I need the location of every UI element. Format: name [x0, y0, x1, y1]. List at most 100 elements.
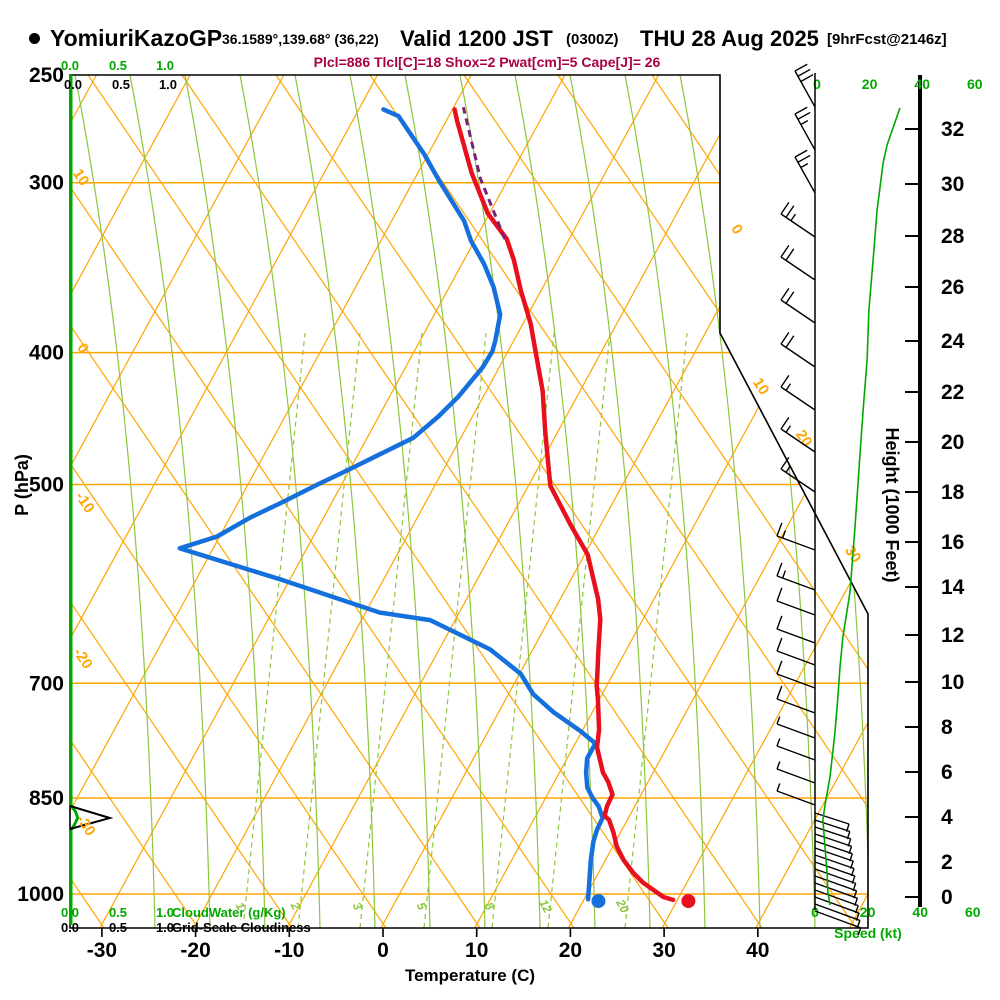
- pressure-axis-label: 850: [29, 787, 64, 810]
- pressure-axis-label: 500: [29, 474, 64, 497]
- mixing-ratio-line: [297, 332, 361, 928]
- wind-barb-shaft: [794, 156, 816, 194]
- wind-barb-half-feather: [857, 927, 862, 936]
- wind-barb-feather: [776, 615, 783, 630]
- wind-barb-feather: [776, 587, 783, 602]
- isotherm-line: [474, 75, 868, 928]
- mixing-ratio-line: [359, 332, 423, 928]
- wind-barb-shaft: [776, 768, 816, 784]
- cloudwater-scale-top: 0.5: [109, 58, 127, 73]
- speed-scale-label-bottom: 40: [912, 904, 928, 920]
- wind-barb: [776, 587, 816, 616]
- wind-barb-feather: [776, 522, 783, 537]
- wind-barb: [776, 685, 816, 714]
- wind-barb-half-feather: [785, 425, 792, 433]
- speed-scale-label-bottom: 0: [811, 904, 819, 920]
- moist-adiabat-line: [129, 75, 211, 928]
- cloudiness-scale-bottom: 0.5: [109, 920, 127, 935]
- wind-barb-shaft: [814, 903, 861, 922]
- wind-barb-half-feather: [776, 716, 781, 725]
- isotherm-line: [848, 75, 868, 928]
- wind-barb: [814, 910, 862, 936]
- wind-barb-shaft: [814, 847, 854, 862]
- wind-barb-feather: [797, 154, 811, 163]
- wind-barb-feather: [785, 248, 795, 261]
- moist-adiabat-line: [404, 75, 486, 928]
- wind-barb-shaft: [776, 723, 816, 739]
- wind-barb: [776, 562, 816, 591]
- wind-barb-feather: [780, 245, 790, 258]
- wind-barb-half-feather: [800, 162, 809, 169]
- wind-barb-shaft: [780, 256, 816, 281]
- height-axis-label: 32: [941, 118, 964, 141]
- valid-date: THU 28 Aug 2025: [640, 26, 819, 51]
- wind-barb-shaft: [814, 826, 851, 840]
- wind-barb: [780, 245, 816, 281]
- wind-barb: [776, 761, 816, 784]
- mixing-ratio-line: [547, 332, 611, 928]
- dry-adiabat-line: [70, 75, 481, 928]
- surface-dewpoint-dot: [591, 894, 606, 909]
- plot-frame: [69, 74, 869, 929]
- wind-barb-shaft: [814, 861, 856, 877]
- wind-barb-shaft: [776, 790, 816, 806]
- cloudiness-scale-bottom: 1.0: [156, 920, 174, 935]
- isotherm-line: [286, 75, 753, 928]
- height-axis-label: 14: [941, 576, 965, 599]
- wind-barb-half-feather: [785, 383, 792, 391]
- wind-barb-shaft: [814, 812, 850, 825]
- wind-barb-feather: [780, 332, 790, 345]
- mixing-ratio-label: 3: [350, 900, 366, 913]
- isotherm-line: [193, 75, 660, 928]
- height-axis-label: 6: [941, 761, 953, 784]
- wind-barb-shaft: [776, 628, 816, 644]
- wind-barb-feather: [800, 74, 814, 83]
- wind-barb-shaft: [780, 428, 816, 453]
- wind-barb-half-feather: [800, 119, 809, 126]
- wind-barb-feather: [794, 149, 808, 158]
- stability-indices: Plcl=886 Tlcl[C]=18 Shox=2 Pwat[cm]=5 Ca…: [313, 54, 661, 70]
- wind-barb-shaft: [814, 833, 852, 847]
- wind-barb-feather: [785, 291, 795, 304]
- station-coordinates: 36.1589°,139.68° (36,22): [222, 31, 379, 47]
- wind-barb: [776, 522, 816, 551]
- speed-scale-label-bottom: 60: [965, 904, 981, 920]
- speed-scale-label-bottom: 20: [860, 904, 876, 920]
- wind-panel: [776, 63, 901, 936]
- isotherm-edge-label-right: 10: [749, 375, 772, 398]
- moist-adiabat-line: [74, 75, 156, 928]
- wind-barb: [780, 457, 816, 493]
- pressure-axis-label: 700: [29, 672, 64, 695]
- moist-adiabat-line: [459, 75, 541, 928]
- dry-adiabat-line: [87, 75, 669, 928]
- mixing-ratio-label: 2: [287, 899, 303, 913]
- moist-adiabat-line: [349, 75, 431, 928]
- temp-axis-label: -10: [274, 939, 304, 962]
- temp-axis-label: 40: [746, 939, 769, 962]
- cloudiness-scale-top: 1.0: [159, 77, 177, 92]
- cloudiness-scale-top: 0.5: [112, 77, 130, 92]
- dry-adiabat-line: [557, 75, 868, 928]
- wind-barb-feather: [785, 335, 795, 348]
- wind-barb-feather: [780, 417, 790, 430]
- wind-barb: [780, 417, 816, 453]
- pressure-axis-label: 250: [29, 64, 64, 87]
- mixing-ratio-line: [624, 332, 688, 928]
- cloudwater-profile: [69, 75, 80, 925]
- temp-axis-label: -20: [180, 939, 210, 962]
- cloudiness-scale-title: Grid-Scale Cloudiness: [172, 920, 311, 935]
- height-axis-label: 30: [941, 173, 964, 196]
- isotherm-line: [99, 75, 566, 928]
- isotherm-line: [661, 75, 868, 928]
- wind-barb-half-feather: [781, 570, 787, 579]
- wind-barb-shaft: [814, 910, 862, 929]
- pressure-axis-label: 1000: [17, 883, 64, 906]
- cloudiness-scale-top: 0.0: [64, 77, 82, 92]
- moist-adiabat-line: [514, 75, 596, 928]
- height-axis-label: 26: [941, 276, 964, 299]
- station-name: YomiuriKazoGP: [50, 25, 223, 51]
- pressure-axis-label: 400: [29, 342, 64, 365]
- cloudiness-profile: [69, 805, 114, 830]
